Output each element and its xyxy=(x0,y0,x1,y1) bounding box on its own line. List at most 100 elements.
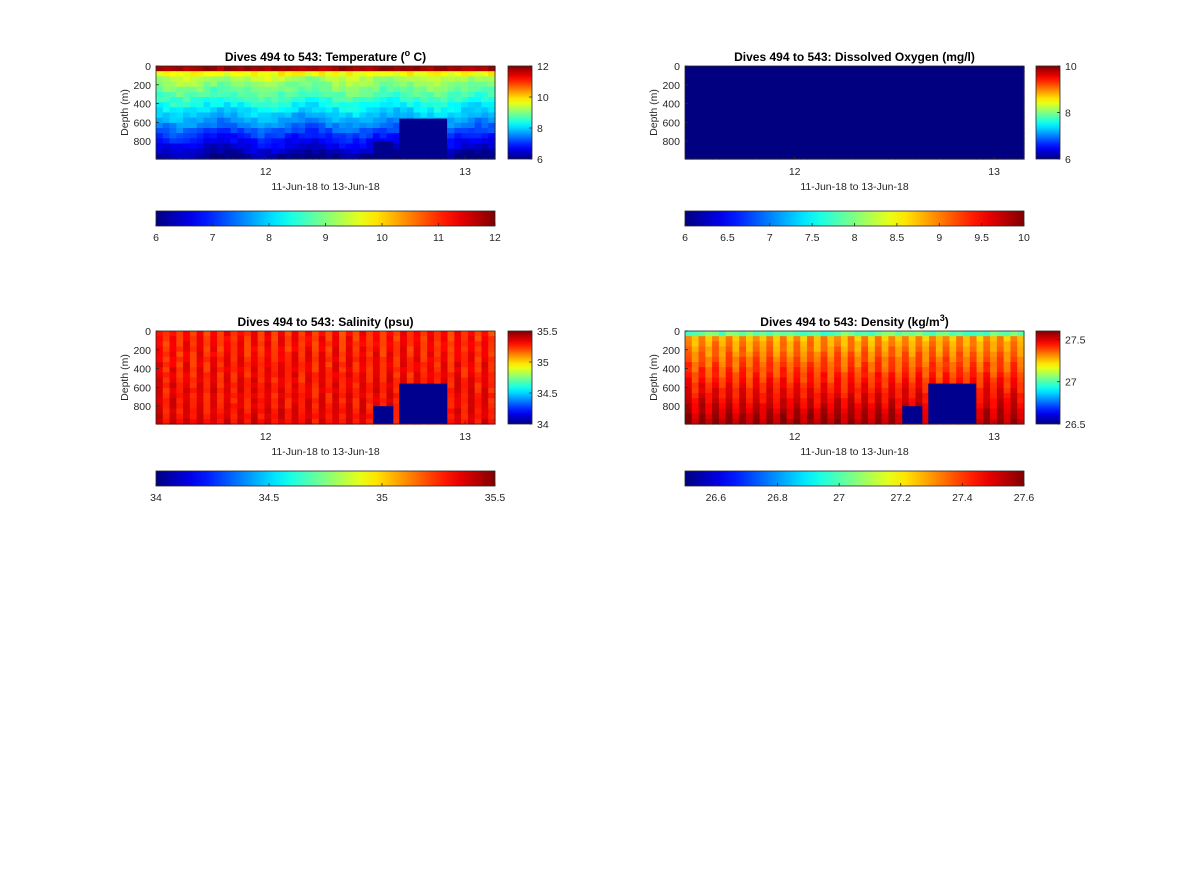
heatmap-cell xyxy=(1003,403,1012,410)
heatmap-cell xyxy=(210,393,218,399)
heatmap-cell xyxy=(685,393,693,399)
heatmap-cell xyxy=(311,128,320,134)
heatmap-cell xyxy=(718,153,727,160)
data-gap xyxy=(902,406,923,424)
heatmap-cell xyxy=(834,362,842,368)
heatmap-cell xyxy=(454,107,462,114)
heatmap-cell xyxy=(779,336,788,342)
heatmap-cell xyxy=(847,133,856,139)
heatmap-cell xyxy=(685,143,693,150)
heatmap-cell xyxy=(813,71,822,77)
heatmap-cell xyxy=(996,143,1005,150)
heatmap-cell xyxy=(908,133,917,139)
heatmap-cell xyxy=(752,367,761,373)
heatmap-cell xyxy=(203,346,211,353)
heatmap-cell xyxy=(244,336,252,342)
heatmap-cell xyxy=(820,91,828,98)
y-axis-label: Depth (m) xyxy=(119,89,131,136)
heatmap-cell xyxy=(847,393,856,399)
heatmap-cell xyxy=(746,398,754,404)
heatmap-cell xyxy=(983,408,991,415)
heatmap-cell xyxy=(447,143,455,150)
heatmap-cell xyxy=(732,377,740,384)
heatmap-cell xyxy=(366,372,374,379)
heatmap-cell xyxy=(271,133,279,139)
heatmap-cell xyxy=(1017,117,1025,124)
heatmap-cell xyxy=(725,398,734,404)
heatmap-cell xyxy=(868,403,876,410)
heatmap-cell xyxy=(237,331,245,337)
heatmap-cell xyxy=(691,351,700,358)
heatmap-cell xyxy=(834,107,842,114)
heatmap-cell xyxy=(332,97,340,103)
heatmap-cell xyxy=(427,372,435,379)
heatmap-cell xyxy=(718,356,727,363)
heatmap-cell xyxy=(481,398,489,404)
heatmap-cell xyxy=(339,133,347,139)
heatmap-cell xyxy=(881,86,889,93)
heatmap-cell xyxy=(454,372,462,379)
heatmap-cell xyxy=(712,91,720,98)
heatmap-cell xyxy=(929,356,937,363)
heatmap-cell xyxy=(210,408,218,415)
heatmap-cell xyxy=(386,122,394,129)
heatmap-cell xyxy=(474,66,483,72)
heatmap-cell xyxy=(474,153,483,160)
heatmap-cell xyxy=(467,153,476,160)
heatmap-cell xyxy=(1010,66,1018,72)
heatmap-cell xyxy=(447,76,455,83)
heatmap-cell xyxy=(1010,398,1018,404)
heatmap-cell xyxy=(786,138,795,145)
heatmap-cell xyxy=(949,133,957,139)
heatmap-cell xyxy=(834,356,842,363)
heatmap-cell xyxy=(915,112,923,119)
heatmap-cell xyxy=(488,418,496,425)
heatmap-cell xyxy=(237,336,245,342)
heatmap-cell xyxy=(766,362,774,368)
heatmap-cell xyxy=(820,71,828,77)
heatmap-cell xyxy=(915,341,923,348)
heatmap-cell xyxy=(278,107,286,114)
heatmap-cell xyxy=(447,117,455,124)
heatmap-cell xyxy=(793,331,801,337)
heatmap-cell xyxy=(922,393,930,399)
heatmap-cell xyxy=(474,403,483,410)
heatmap-cell xyxy=(1017,112,1025,119)
heatmap-cell xyxy=(901,117,910,124)
heatmap-cell xyxy=(481,138,489,145)
heatmap-cell xyxy=(278,346,286,353)
heatmap-cell xyxy=(813,367,822,373)
heatmap-cell xyxy=(488,138,496,145)
heatmap-cell xyxy=(298,107,306,114)
heatmap-cell xyxy=(712,66,720,72)
heatmap-cell xyxy=(739,112,747,119)
heatmap-cell xyxy=(746,346,754,353)
panel-temperature: Dives 494 to 543: Temperature (o C)02004… xyxy=(119,48,549,244)
heatmap-cell xyxy=(901,133,910,139)
heatmap-cell xyxy=(406,112,415,119)
heatmap-cell xyxy=(474,377,483,384)
heatmap-cell xyxy=(345,403,354,410)
heatmap-cell xyxy=(427,341,435,348)
heatmap-cell xyxy=(183,143,191,150)
heatmap-cell xyxy=(217,66,225,72)
heatmap-cell xyxy=(230,413,238,420)
heatmap-cell xyxy=(298,351,306,358)
heatmap-cell xyxy=(488,128,496,134)
heatmap-cell xyxy=(895,143,903,150)
heatmap-cell xyxy=(196,418,205,425)
heatmap-cell xyxy=(983,341,991,348)
heatmap-cell xyxy=(807,143,815,150)
heatmap-cell xyxy=(861,117,869,124)
heatmap-cell xyxy=(698,393,706,399)
heatmap-cell xyxy=(908,97,917,103)
heatmap-cell xyxy=(766,117,774,124)
heatmap-cell xyxy=(698,398,706,404)
heatmap-cell xyxy=(339,408,347,415)
heatmap-cell xyxy=(291,336,299,342)
heatmap-cell xyxy=(820,117,828,124)
heatmap-cell xyxy=(861,372,869,379)
heatmap-cell xyxy=(257,133,266,139)
